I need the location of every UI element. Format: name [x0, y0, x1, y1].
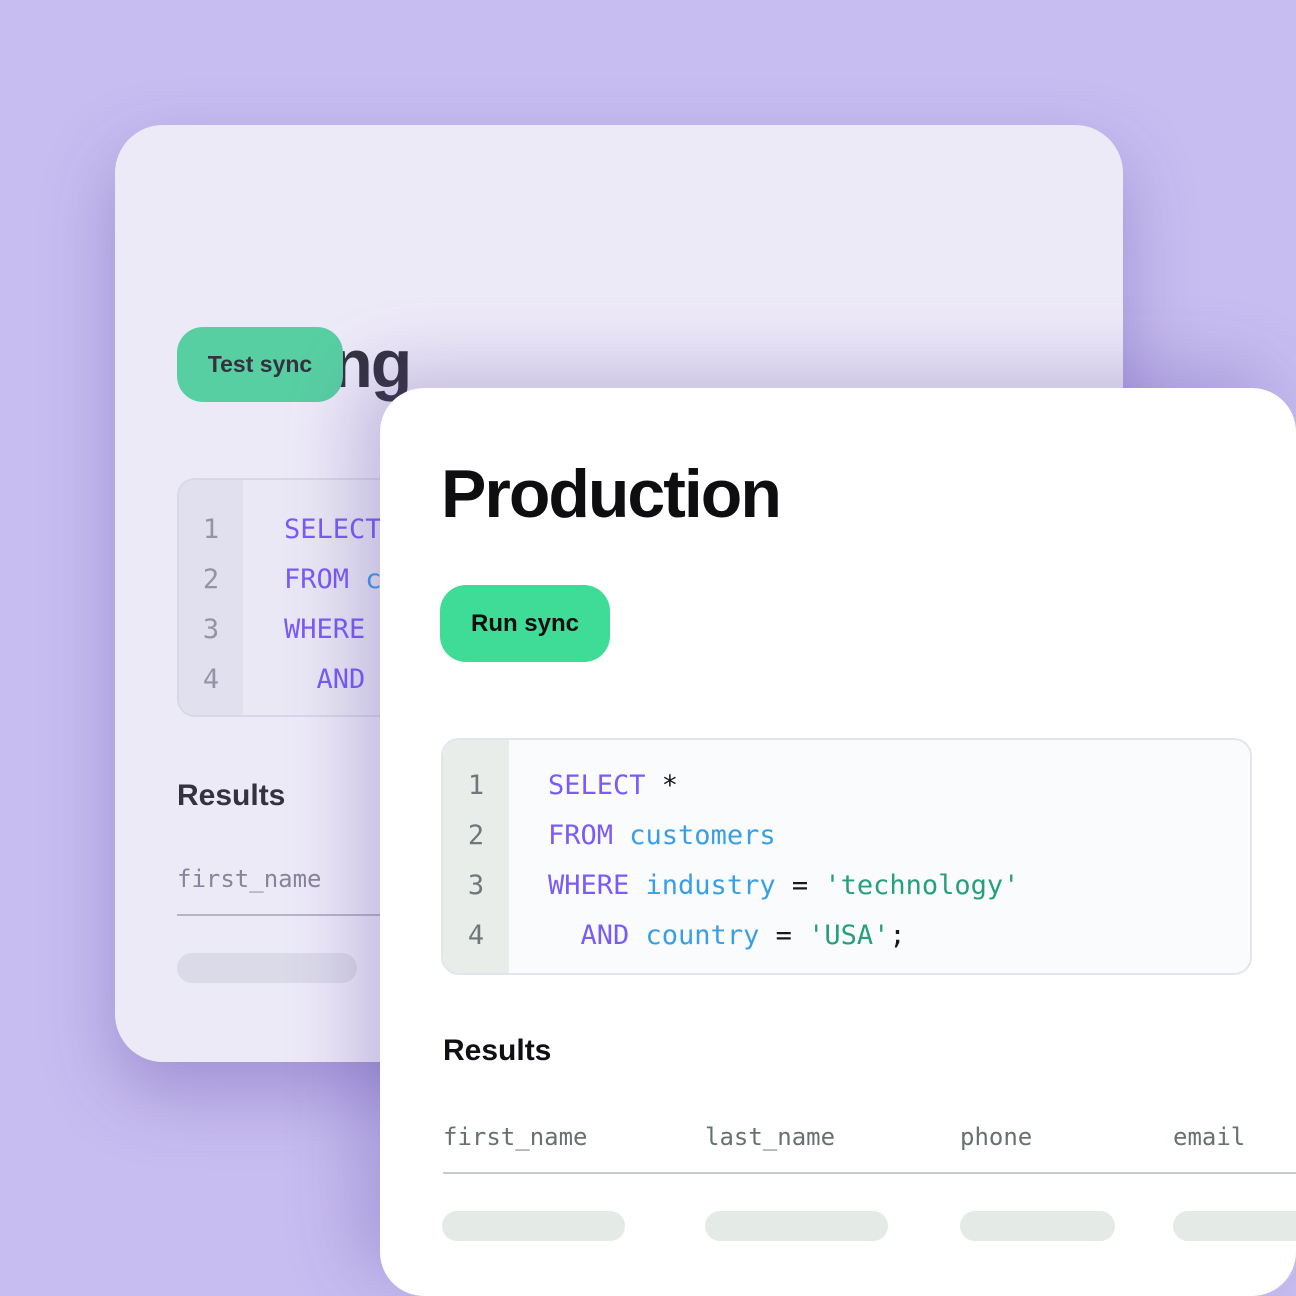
- column-header: phone: [960, 1123, 1033, 1151]
- column-header: first_name: [177, 865, 322, 893]
- test-sync-button[interactable]: Test sync: [177, 327, 343, 402]
- run-sync-button[interactable]: Run sync: [440, 585, 610, 662]
- code-text: FROM customers: [548, 819, 776, 851]
- production-sql-editor[interactable]: 1 SELECT * 2 FROM customers 3 WHERE industry …: [441, 738, 1252, 975]
- staging-results-heading: Results: [177, 779, 286, 812]
- column-header: last_name: [705, 1123, 836, 1151]
- code-line: 3 WHERE industry = 'technology': [443, 860, 1250, 910]
- column-header: first_name: [443, 1123, 588, 1151]
- skeleton-cell: [960, 1211, 1115, 1241]
- line-number: 2: [202, 563, 220, 595]
- code-text: AND country = 'USA';: [548, 919, 906, 951]
- line-number: 1: [202, 513, 220, 545]
- production-card: Production Run sync 1 SELECT * 2 FROM custo…: [380, 388, 1296, 1296]
- skeleton-cell: [442, 1211, 625, 1241]
- line-number-gutter: [443, 740, 509, 973]
- skeleton-cell: [705, 1211, 888, 1241]
- line-number: 3: [467, 869, 485, 901]
- production-title: Production: [441, 456, 782, 532]
- skeleton-cell: [1173, 1211, 1296, 1241]
- production-results-divider: [443, 1172, 1296, 1174]
- line-number: 3: [202, 613, 220, 645]
- line-number: 1: [467, 769, 485, 801]
- code-line: 4 AND country = 'USA';: [443, 910, 1250, 960]
- line-number: 2: [467, 819, 485, 851]
- skeleton-cell: [177, 953, 357, 983]
- column-header: email: [1173, 1123, 1246, 1151]
- line-number: 4: [202, 663, 220, 695]
- code-text: WHERE industry = 'technology': [548, 869, 1020, 901]
- line-number: 4: [467, 919, 485, 951]
- code-line: 2 FROM customers: [443, 810, 1250, 860]
- line-number-gutter: [179, 480, 243, 715]
- code-line: 1 SELECT *: [443, 760, 1250, 810]
- code-text: SELECT *: [548, 769, 679, 801]
- production-results-heading: Results: [443, 1034, 552, 1067]
